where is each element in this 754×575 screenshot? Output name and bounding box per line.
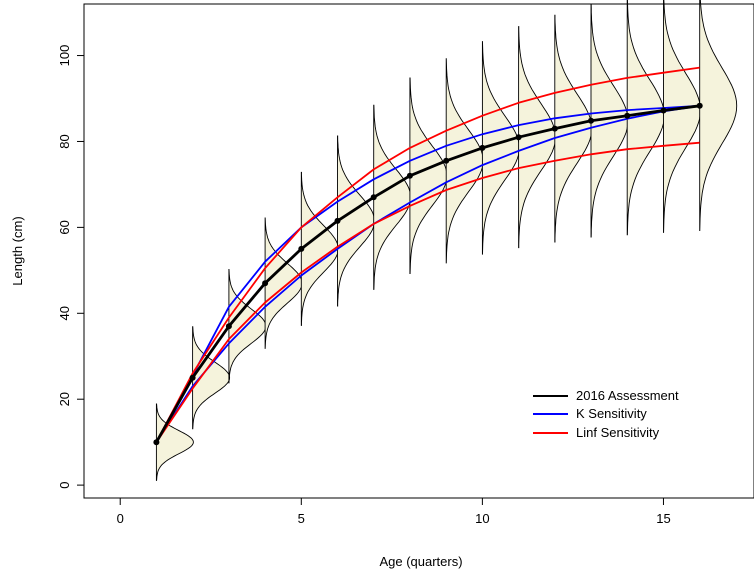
data-point-age-2 (189, 374, 196, 381)
y-tick-label-80: 80 (57, 134, 72, 148)
length-distribution-age-5 (300, 171, 339, 326)
y-tick-label-100: 100 (57, 45, 72, 67)
length-distribution-age-15 (663, 0, 701, 233)
legend-label-2016-assessment: 2016 Assessment (576, 388, 679, 403)
series-markers (153, 102, 703, 446)
series-line-linf-sensitivity (155, 66, 700, 443)
length-distribution-age-16 (699, 0, 738, 232)
series-line-k-sensitivity-lower (155, 104, 700, 443)
y-tick-label-20: 20 (57, 392, 72, 406)
data-point-age-12 (551, 125, 558, 132)
x-tick-label-10: 10 (475, 511, 489, 526)
legend: 2016 Assessment K Sensitivity Linf Sensi… (533, 388, 679, 440)
data-point-age-10 (479, 144, 486, 151)
legend-label-linf-sensitivity: Linf Sensitivity (576, 425, 660, 440)
y-tick-label-0: 0 (57, 481, 72, 488)
data-point-age-16 (696, 102, 703, 109)
data-point-age-7 (370, 194, 377, 201)
series-lines (155, 66, 700, 443)
data-point-age-6 (334, 217, 341, 224)
x-tick-label-5: 5 (298, 511, 305, 526)
series-line-linf-sensitivity-lower (155, 141, 700, 443)
data-point-age-9 (443, 157, 450, 164)
x-tick-label-0: 0 (117, 511, 124, 526)
legend-label-k-sensitivity: K Sensitivity (576, 406, 647, 421)
length-distribution-age-10 (481, 41, 520, 255)
data-point-age-5 (298, 245, 305, 252)
data-point-age-4 (262, 280, 269, 287)
data-point-age-8 (406, 172, 413, 179)
series-line-2016-assessment (155, 104, 700, 443)
series-line-k-sensitivity (155, 104, 700, 443)
x-axis: 0 5 10 15 (117, 497, 671, 526)
length-distribution-age-8 (409, 77, 448, 275)
data-point-age-1 (153, 439, 160, 446)
length-distribution-age-7 (373, 104, 412, 290)
data-point-age-3 (225, 323, 232, 330)
length-distribution-age-6 (337, 135, 375, 307)
data-point-age-14 (624, 112, 631, 119)
data-point-age-15 (660, 107, 667, 114)
data-point-age-13 (588, 117, 594, 124)
y-axis-label: Length (cm) (10, 216, 25, 285)
x-tick-label-15: 15 (656, 511, 670, 526)
length-distribution-age-4 (264, 217, 303, 349)
plot-frame (83, 3, 754, 499)
y-axis: 0 20 40 60 80 100 (57, 45, 85, 489)
length-distribution-age-3 (228, 269, 267, 384)
y-tick-label-60: 60 (57, 220, 72, 234)
x-axis-label: Age (quarters) (379, 554, 462, 569)
length-distributions (155, 0, 738, 481)
length-distribution-age-9 (445, 58, 484, 264)
y-tick-label-40: 40 (57, 306, 72, 320)
data-point-age-11 (515, 134, 522, 141)
